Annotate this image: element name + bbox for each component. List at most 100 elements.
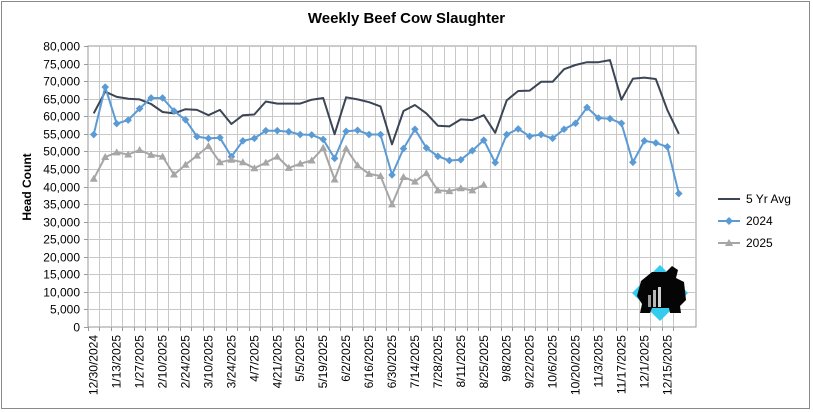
data-point-2025 xyxy=(227,155,236,163)
x-tick-label: 2/24/2025 xyxy=(179,335,193,389)
data-point-2024 xyxy=(307,131,316,139)
y-tick-label: 75,000 xyxy=(43,58,80,72)
x-tick-label: 6/30/2025 xyxy=(385,335,399,389)
data-point-2024 xyxy=(560,125,568,134)
data-point-2025 xyxy=(124,150,133,158)
data-point-2025 xyxy=(170,170,179,178)
chart-title: Weekly Beef Cow Slaughter xyxy=(307,10,506,27)
data-point-2024 xyxy=(583,103,591,112)
data-point-2024 xyxy=(537,130,545,139)
x-tick-label: 5/19/2025 xyxy=(316,335,330,389)
y-tick-label: 50,000 xyxy=(43,145,80,159)
data-point-2024 xyxy=(674,189,683,198)
x-tick-label: 11/17/2025 xyxy=(614,335,628,394)
data-point-2025 xyxy=(422,169,431,177)
data-point-2024 xyxy=(216,133,224,142)
data-point-2024 xyxy=(376,130,385,139)
data-point-2025 xyxy=(342,144,351,152)
data-point-2024 xyxy=(525,132,534,141)
data-point-2025 xyxy=(89,174,98,182)
data-point-2025 xyxy=(330,175,339,183)
data-point-2024 xyxy=(296,130,305,139)
data-point-2025 xyxy=(215,158,224,166)
data-point-2025 xyxy=(101,152,110,160)
y-tick-label: 10,000 xyxy=(43,286,80,300)
legend-label-2025: 2025 xyxy=(746,236,773,250)
data-point-2024 xyxy=(181,115,190,124)
legend-marker-2024 xyxy=(725,217,733,225)
data-point-2024 xyxy=(158,94,167,102)
x-tick-label: 12/30/2024 xyxy=(87,335,101,395)
data-point-2024 xyxy=(262,126,270,135)
data-point-2024 xyxy=(617,119,626,128)
data-point-2024 xyxy=(273,126,282,135)
data-point-2025 xyxy=(479,180,488,188)
x-tick-label: 6/16/2025 xyxy=(362,335,376,389)
x-tick-label: 2/10/2025 xyxy=(156,335,170,389)
y-tick-label: 60,000 xyxy=(43,110,80,124)
x-tick-label: 8/25/2025 xyxy=(477,335,491,389)
series-line-5-yr-avg xyxy=(92,59,680,146)
y-tick-label: 65,000 xyxy=(43,93,80,107)
data-point-2024 xyxy=(468,146,477,155)
data-point-2024 xyxy=(170,107,178,115)
data-point-2025 xyxy=(410,177,419,185)
data-point-2025 xyxy=(135,145,144,153)
data-point-2024 xyxy=(239,137,247,145)
data-point-2024 xyxy=(502,130,511,139)
data-point-2025 xyxy=(250,164,259,172)
data-point-2024 xyxy=(606,114,614,123)
data-point-2024 xyxy=(491,158,500,167)
data-point-2024 xyxy=(571,119,580,128)
x-tick-label: 12/1/2025 xyxy=(637,335,651,389)
data-point-2025 xyxy=(365,169,374,177)
data-point-2024 xyxy=(330,154,339,163)
y-tick-label: 55,000 xyxy=(43,128,80,142)
data-point-2024 xyxy=(319,135,327,144)
data-point-2025 xyxy=(468,186,477,194)
data-point-2024 xyxy=(457,156,465,164)
y-tick-label: 0 xyxy=(73,321,80,335)
plot-area xyxy=(87,45,697,328)
data-point-2025 xyxy=(181,160,190,168)
data-point-2025 xyxy=(456,184,465,192)
data-point-2024 xyxy=(112,119,121,128)
y-tick-label: 35,000 xyxy=(43,198,80,212)
data-point-2024 xyxy=(124,116,132,124)
data-point-2024 xyxy=(652,139,660,147)
y-tick-label: 80,000 xyxy=(43,40,80,54)
data-point-2024 xyxy=(353,126,362,135)
data-point-2024 xyxy=(445,156,454,165)
data-point-2025 xyxy=(296,159,305,167)
y-tick-label: 5,000 xyxy=(50,303,80,317)
x-tick-label: 3/10/2025 xyxy=(201,335,215,389)
data-point-2024 xyxy=(250,134,259,143)
y-tick-label: 45,000 xyxy=(43,163,80,177)
x-tick-label: 5/5/2025 xyxy=(293,335,307,382)
x-tick-label: 7/28/2025 xyxy=(431,335,445,389)
y-tick-label: 25,000 xyxy=(43,233,80,247)
y-tick-label: 15,000 xyxy=(43,268,80,282)
data-point-2024 xyxy=(388,171,396,179)
data-point-2025 xyxy=(445,187,454,195)
data-point-2025 xyxy=(307,156,316,164)
data-point-2024 xyxy=(193,132,201,141)
data-point-2024 xyxy=(629,158,637,167)
x-tick-label: 3/24/2025 xyxy=(224,335,238,389)
data-point-2025 xyxy=(353,161,362,169)
data-point-2024 xyxy=(422,144,431,152)
data-point-2025 xyxy=(238,158,247,166)
x-tick-label: 4/7/2025 xyxy=(247,335,261,382)
data-point-2024 xyxy=(434,152,442,161)
data-point-2024 xyxy=(204,134,213,143)
data-point-2025 xyxy=(112,148,121,156)
x-tick-label: 10/20/2025 xyxy=(569,335,583,395)
data-point-2025 xyxy=(376,171,385,179)
y-tick-label: 20,000 xyxy=(43,251,80,265)
logo-icon xyxy=(632,265,688,321)
x-tick-label: 12/15/2025 xyxy=(660,335,674,395)
data-point-2025 xyxy=(204,142,213,150)
data-point-2025 xyxy=(399,173,408,181)
data-point-2024 xyxy=(342,127,350,136)
